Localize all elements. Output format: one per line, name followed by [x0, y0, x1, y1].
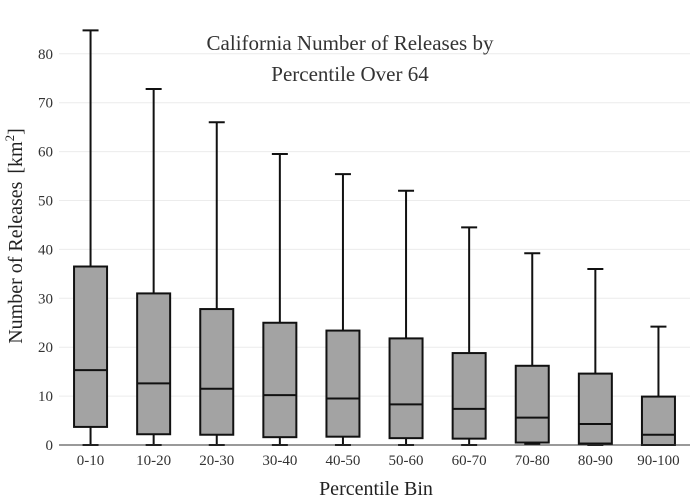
chart-title-line-1: California Number of Releases by [207, 31, 494, 55]
y-tick-label: 30 [38, 291, 53, 307]
box-60-70 [451, 226, 487, 446]
y-axis-label-unit-close: ] [5, 128, 27, 135]
iqr-box [640, 395, 676, 446]
y-tick-labels: 0 10 20 30 40 50 60 70 80 [38, 47, 53, 454]
y-tick-label: 40 [38, 242, 53, 258]
x-tick-label: 20-30 [199, 453, 234, 469]
y-tick-label: 50 [38, 194, 53, 210]
iqr-box [514, 364, 550, 444]
x-tick-label: 50-60 [389, 453, 424, 469]
box-90-100 [640, 325, 676, 446]
y-tick-label: 10 [38, 389, 53, 405]
iqr-box [451, 352, 487, 440]
chart-title-line-2: Percentile Over 64 [271, 62, 429, 86]
iqr-box [262, 321, 298, 439]
iqr-box [577, 372, 613, 445]
x-tick-label: 0-10 [77, 453, 105, 469]
x-tick-label: 30-40 [262, 453, 297, 469]
box-70-80 [514, 252, 550, 446]
x-tick-label: 40-50 [325, 453, 360, 469]
y-tick-label: 0 [46, 438, 54, 454]
y-tick-label: 20 [38, 340, 53, 356]
x-tick-label: 10-20 [136, 453, 171, 469]
box-20-30 [199, 121, 235, 446]
iqr-box [388, 337, 424, 440]
y-axis-label-unit: [km [5, 141, 27, 174]
box-0-10 [73, 29, 109, 446]
box-series [73, 29, 676, 446]
iqr-box [73, 265, 109, 428]
x-tick-labels: 0-10 10-20 20-30 30-40 40-50 50-60 60-70 70-80 8… [77, 453, 680, 469]
y-axis-label-unit-exponent: 2 [2, 135, 17, 142]
y-tick-label: 70 [38, 96, 53, 112]
y-axis-label-text: Number of Releases [5, 181, 27, 343]
x-tick-label: 90-100 [637, 453, 680, 469]
y-axis-label: Number of Releases [km2] [2, 128, 27, 344]
box-30-40 [262, 153, 298, 446]
x-tick-label: 80-90 [578, 453, 613, 469]
iqr-box [325, 329, 361, 438]
box-80-90 [577, 267, 613, 446]
box-50-60 [388, 189, 424, 446]
x-axis-label: Percentile Bin [319, 478, 433, 500]
y-tick-label: 80 [38, 47, 53, 63]
y-tick-label: 60 [38, 145, 53, 161]
box-10-20 [136, 88, 172, 446]
x-tick-label: 70-80 [515, 453, 550, 469]
iqr-box [199, 308, 235, 436]
x-tick-label: 60-70 [452, 453, 487, 469]
iqr-box [136, 292, 172, 436]
box-40-50 [325, 173, 361, 446]
